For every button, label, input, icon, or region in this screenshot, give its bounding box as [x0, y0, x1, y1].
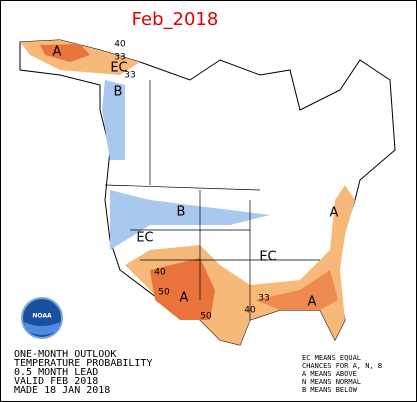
note-line: MADE 18 JAN 2018: [14, 385, 110, 396]
legend-line: B MEANS BELOW: [302, 386, 358, 394]
legend-line: CHANCES FOR A, N, B: [302, 362, 382, 370]
legend-line: A MEANS ABOVE: [302, 370, 357, 378]
map-label: 33: [124, 71, 135, 81]
map-label: EC: [136, 231, 153, 246]
gulf-above-strong: [255, 270, 338, 310]
south-above-strong: [150, 258, 215, 320]
map-label: 33: [258, 294, 269, 304]
map-label: B: [177, 205, 186, 220]
map-label: A: [308, 295, 317, 310]
coast-below: [102, 80, 125, 160]
north-below: [110, 190, 270, 250]
map-label: B: [114, 85, 123, 100]
map-label: EC: [110, 61, 127, 76]
note-line: ONE-MONTH OUTLOOK: [14, 349, 116, 360]
map-label: A: [330, 206, 339, 221]
map-label: 33: [114, 53, 125, 63]
map-label: 50: [158, 288, 170, 298]
note-line: 0.5 MONTH LEAD: [14, 367, 98, 378]
title: Feb_2018: [132, 9, 219, 30]
noaa-logo: NOAA: [21, 297, 63, 339]
map-label: A: [53, 45, 62, 60]
logo-text: NOAA: [32, 313, 52, 320]
legend-line: EC MEANS EQUAL: [302, 354, 361, 362]
map-label: 40: [244, 306, 256, 316]
map-label: A: [180, 291, 189, 306]
legend-line: N MEANS NORMAL: [302, 378, 361, 386]
map-label: 40: [114, 40, 126, 50]
map-label: 40: [154, 268, 166, 278]
logo-wave: [24, 322, 60, 335]
note-line: VALID FEB 2018: [14, 376, 98, 387]
map-label: EC: [259, 250, 276, 265]
note-line: TEMPERATURE PROBABILITY: [14, 358, 152, 369]
borders: [104, 80, 320, 320]
alaska-above-strong: [40, 44, 90, 62]
map-label: 50: [200, 312, 212, 322]
